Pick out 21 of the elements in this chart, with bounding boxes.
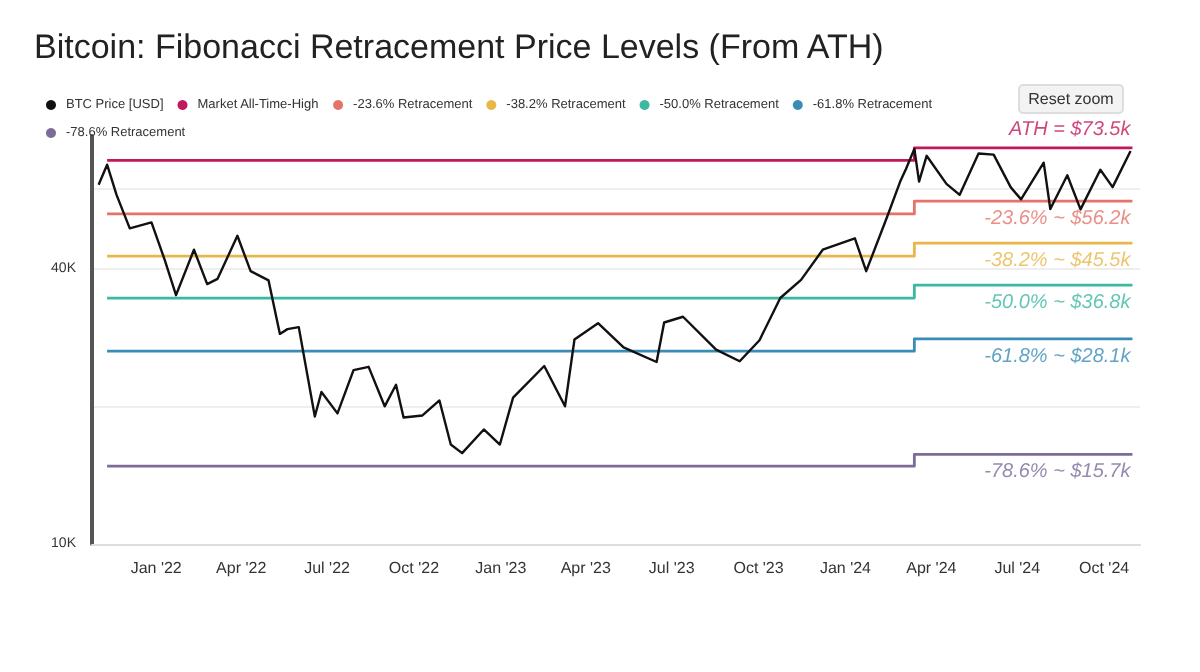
annotation: -23.6% ~ $56.2k bbox=[984, 208, 1133, 231]
x-tick-label: Apr '22 bbox=[216, 559, 268, 577]
x-tick-label: Apr '23 bbox=[560, 559, 612, 577]
text: Reset zoom bbox=[1028, 90, 1115, 108]
annotation: -50.0% ~ $36.8k bbox=[984, 292, 1133, 315]
annotation: -38.2% ~ $45.5k bbox=[984, 250, 1133, 273]
x-tick-label: Oct '22 bbox=[388, 559, 441, 577]
line-series bbox=[97, 147, 1132, 455]
x-tick-label: Apr '24 bbox=[906, 559, 958, 577]
x-tick-label: Jul '24 bbox=[994, 559, 1042, 577]
annotation: -78.6% ~ $15.7k bbox=[984, 461, 1133, 484]
x-tick-label: Jan '22 bbox=[130, 559, 183, 577]
x-tick-label: Oct '24 bbox=[1079, 559, 1131, 577]
x-tick-label: Jul '22 bbox=[304, 559, 352, 577]
chart-title: Bitcoin: Fibonacci Retracement Price Levels (From ATH) bbox=[34, 28, 884, 66]
x-tick-label: Jan '23 bbox=[475, 559, 528, 577]
annotation: -61.8% ~ $28.1k bbox=[984, 345, 1133, 368]
x-tick-label: Jul '23 bbox=[648, 559, 696, 577]
annotation: ATH = $73.5k bbox=[1007, 118, 1133, 141]
x-tick-label: Jan '24 bbox=[819, 559, 873, 577]
x-tick-label: Oct '23 bbox=[733, 559, 785, 577]
